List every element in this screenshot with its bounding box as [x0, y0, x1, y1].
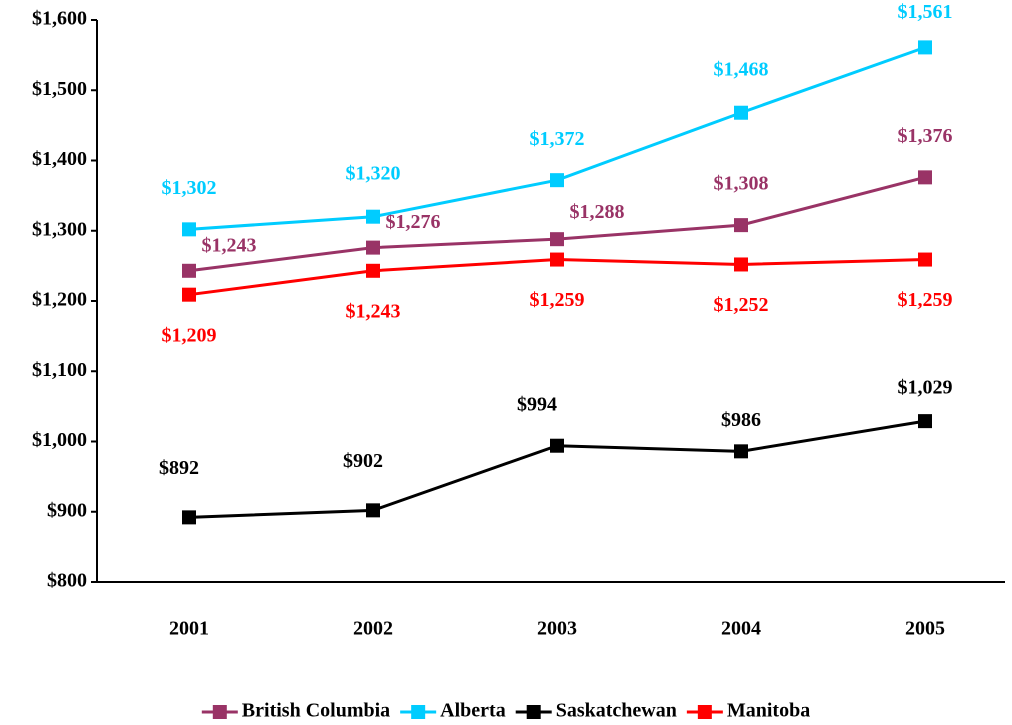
x-tick-label: 2005	[905, 618, 945, 640]
marker	[918, 170, 932, 185]
data-label: $1,259	[898, 289, 953, 311]
y-tick-label: $1,600	[32, 8, 87, 30]
marker	[366, 240, 380, 255]
marker	[550, 252, 564, 267]
x-tick-label: 2004	[721, 618, 761, 640]
data-label: $1,561	[898, 1, 953, 23]
legend-label: Manitoba	[727, 700, 810, 722]
marker	[182, 222, 196, 237]
data-label: $986	[721, 409, 761, 431]
y-tick-label: $1,300	[32, 218, 87, 240]
marker	[366, 263, 380, 278]
legend-marker	[697, 705, 712, 719]
legend-item: Alberta	[400, 700, 506, 722]
data-label: $892	[159, 457, 199, 479]
y-tick-label: $800	[47, 570, 87, 592]
data-label: $1,243	[202, 234, 257, 256]
data-label: $1,468	[714, 58, 769, 80]
series-line	[188, 419, 926, 519]
data-label: $994	[517, 393, 557, 415]
marker	[366, 503, 380, 518]
data-label: $1,376	[898, 125, 953, 147]
marker	[734, 218, 748, 233]
marker	[918, 40, 932, 55]
marker	[918, 414, 932, 429]
data-label: $1,243	[346, 300, 401, 322]
legend-label: Saskatchewan	[556, 700, 677, 722]
legend-item: Manitoba	[686, 700, 810, 722]
x-tick-label: 2003	[537, 618, 577, 640]
data-label: $1,320	[346, 162, 401, 184]
data-label: $1,252	[714, 294, 769, 316]
marker	[734, 257, 748, 272]
marker	[918, 252, 932, 267]
legend: British Columbia Alberta Saskatchewan Manit…	[201, 700, 810, 722]
marker	[182, 510, 196, 525]
legend-item: Saskatchewan	[515, 700, 677, 722]
marker	[550, 232, 564, 247]
legend-label: Alberta	[440, 700, 506, 722]
marker	[366, 209, 380, 224]
x-tick-label: 2001	[169, 618, 209, 640]
data-label: $1,288	[570, 201, 625, 223]
data-label: $1,302	[162, 177, 217, 199]
data-label: $1,276	[386, 211, 441, 233]
marker	[182, 263, 196, 278]
data-label: $1,029	[898, 377, 953, 399]
data-label: $1,209	[162, 324, 217, 346]
legend-marker	[212, 705, 227, 719]
marker	[550, 173, 564, 188]
y-tick-label: $1,400	[32, 148, 87, 170]
y-tick-label: $1,000	[32, 429, 87, 451]
legend-marker	[526, 705, 541, 719]
marker	[182, 287, 196, 302]
data-label: $902	[343, 450, 383, 472]
marker	[734, 105, 748, 120]
marker	[734, 444, 748, 459]
data-label: $1,372	[530, 128, 585, 150]
y-tick-label: $1,500	[32, 78, 87, 100]
x-tick-label: 2002	[353, 618, 393, 640]
data-label: $1,259	[530, 289, 585, 311]
y-tick-label: $1,200	[32, 289, 87, 311]
y-tick-label: $1,100	[32, 359, 87, 381]
legend-marker	[411, 705, 426, 719]
y-tick-label: $900	[47, 499, 87, 521]
legend-label: British Columbia	[242, 700, 390, 722]
data-label: $1,308	[714, 173, 769, 195]
marker	[550, 438, 564, 453]
legend-item: British Columbia	[201, 700, 390, 722]
